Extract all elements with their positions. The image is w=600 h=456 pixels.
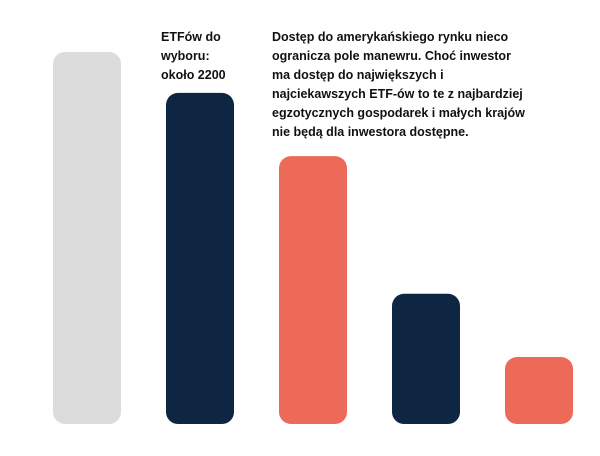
bar-5 — [505, 357, 573, 424]
etf-count-annotation: ETFów do wyboru: około 2200 — [161, 30, 226, 82]
bar-3 — [279, 156, 347, 424]
bar-2 — [166, 92, 234, 425]
market-access-note: Dostęp do amerykańskiego rynku nieco ogr… — [272, 30, 525, 139]
bar-4 — [392, 293, 460, 424]
bar-1 — [53, 52, 121, 424]
